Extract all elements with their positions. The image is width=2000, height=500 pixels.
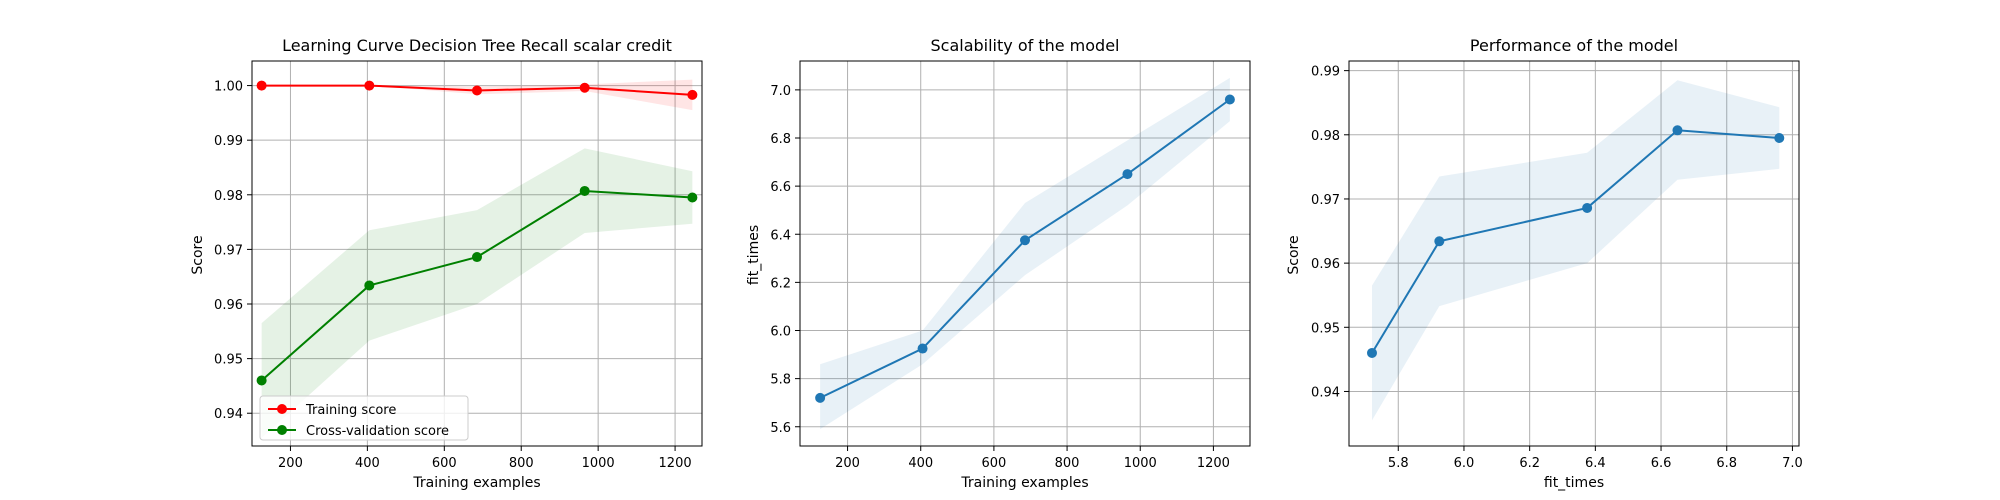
- data-point: [579, 185, 590, 196]
- axes: 200 400 600 800 1000 1200 5.6 5.8 6.0 6.2 6.4 6.6 6.…: [770, 60, 1251, 471]
- y-tick-label: 6.6: [770, 180, 791, 195]
- data-point: [1224, 94, 1235, 105]
- y-axis-title: fit_times: [746, 225, 762, 285]
- x-tick-label: 200: [278, 456, 303, 471]
- legend-label: Training score: [305, 403, 396, 418]
- data-point: [1672, 125, 1683, 136]
- y-tick-label: 0.94: [214, 407, 243, 422]
- data-point: [917, 343, 928, 354]
- x-tick-label: 400: [355, 456, 380, 471]
- y-tick-label: 0.94: [1311, 385, 1340, 400]
- y-tick-label: 0.96: [214, 298, 243, 313]
- y-tick-label: 6.0: [770, 325, 791, 340]
- x-tick-label: 6.6: [1651, 456, 1672, 471]
- data-point: [1366, 347, 1377, 358]
- data-point: [1434, 236, 1445, 247]
- x-tick-label: 7.0: [1782, 456, 1803, 471]
- data-point: [579, 82, 590, 93]
- data-point: [1122, 169, 1133, 180]
- data-point: [1582, 202, 1593, 213]
- x-tick-label: 6.8: [1716, 456, 1737, 471]
- axes: 200 400 600 800 1000 1200 0.94 0.95 0.96 0.97 0.98…: [214, 60, 703, 471]
- y-tick-label: 0.95: [214, 353, 243, 368]
- x-tick-label: 5.8: [1388, 456, 1409, 471]
- y-tick-label: 0.96: [1311, 257, 1340, 272]
- y-tick-label: 6.8: [770, 132, 791, 147]
- legend-box: [259, 395, 469, 441]
- x-tick-label: 600: [432, 456, 457, 471]
- series-lines: [815, 94, 1235, 403]
- data-point: [1774, 133, 1785, 143]
- x-tick-label: 1000: [582, 456, 615, 471]
- series-band: [820, 77, 1230, 430]
- x-axis-title: Training examples: [960, 475, 1088, 491]
- x-tick-label: 600: [981, 456, 1006, 471]
- legend-marker: [277, 425, 287, 435]
- learning-curve-chart: Learning Curve Decision Tree Recall scal…: [190, 36, 703, 491]
- scalability-chart: Scalability of the model Training exampl…: [746, 36, 1251, 491]
- axes-frame: [251, 60, 703, 447]
- series-lines: [256, 80, 698, 386]
- y-tick-label: 6.2: [770, 276, 791, 291]
- grid: [800, 61, 1250, 446]
- axes-frame: [1348, 60, 1800, 447]
- y-tick-label: 5.8: [770, 373, 791, 388]
- y-tick-label: 0.98: [1311, 129, 1340, 144]
- y-tick-label: 6.4: [770, 228, 791, 243]
- data-point: [256, 80, 267, 91]
- chart-title: Performance of the model: [1470, 36, 1678, 55]
- x-axis-title: Training examples: [412, 475, 540, 491]
- y-tick-label: 0.95: [1311, 321, 1340, 336]
- data-point: [472, 85, 482, 96]
- axes-frame: [799, 60, 1251, 447]
- x-tick-label: 200: [835, 456, 860, 471]
- legend: Training score Cross-validation score: [259, 395, 469, 441]
- y-tick-label: 5.6: [770, 421, 791, 436]
- x-tick-label: 6.0: [1454, 456, 1475, 471]
- x-tick-label: 800: [1055, 456, 1080, 471]
- bands: [820, 77, 1230, 430]
- chart-title: Learning Curve Decision Tree Recall scal…: [282, 36, 672, 55]
- data-point: [1020, 235, 1030, 246]
- x-tick-label: 1200: [659, 456, 692, 471]
- x-tick-label: 400: [908, 456, 933, 471]
- grid: [1349, 61, 1799, 446]
- legend-label: Cross-validation score: [306, 424, 449, 439]
- legend-marker: [277, 404, 287, 414]
- y-tick-label: 0.97: [214, 243, 243, 258]
- x-tick-label: 1200: [1197, 456, 1230, 471]
- series-band: [261, 148, 693, 438]
- y-tick-label: 0.99: [1311, 65, 1340, 80]
- data-point: [364, 80, 375, 91]
- y-tick-label: 1.00: [214, 80, 243, 95]
- y-tick-label: 7.0: [770, 84, 791, 99]
- series-lines: [1366, 125, 1785, 358]
- axes: 5.8 6.0 6.2 6.4 6.6 6.8 7.0 0.94 0.95 0.96 0.97 0.9…: [1311, 60, 1803, 471]
- data-point: [364, 280, 375, 291]
- x-axis-title: fit_times: [1544, 475, 1604, 491]
- data-point: [687, 89, 698, 100]
- performance-chart: Performance of the model fit_times Score…: [1286, 36, 1803, 491]
- grid: [252, 61, 702, 446]
- data-point: [815, 392, 826, 403]
- data-point: [687, 192, 698, 203]
- x-tick-label: 1000: [1124, 456, 1157, 471]
- x-tick-label: 6.2: [1519, 456, 1540, 471]
- y-tick-label: 0.97: [1311, 193, 1340, 208]
- x-tick-label: 6.4: [1585, 456, 1606, 471]
- y-axis-title: Score: [1286, 235, 1302, 274]
- y-tick-label: 0.98: [214, 189, 243, 204]
- data-point: [472, 252, 482, 263]
- bands: [1371, 80, 1780, 421]
- y-axis-title: Score: [190, 235, 206, 274]
- chart-title: Scalability of the model: [931, 36, 1120, 55]
- y-tick-label: 0.99: [214, 134, 243, 149]
- x-tick-label: 800: [509, 456, 534, 471]
- series-band: [1371, 80, 1780, 421]
- data-point: [256, 375, 267, 386]
